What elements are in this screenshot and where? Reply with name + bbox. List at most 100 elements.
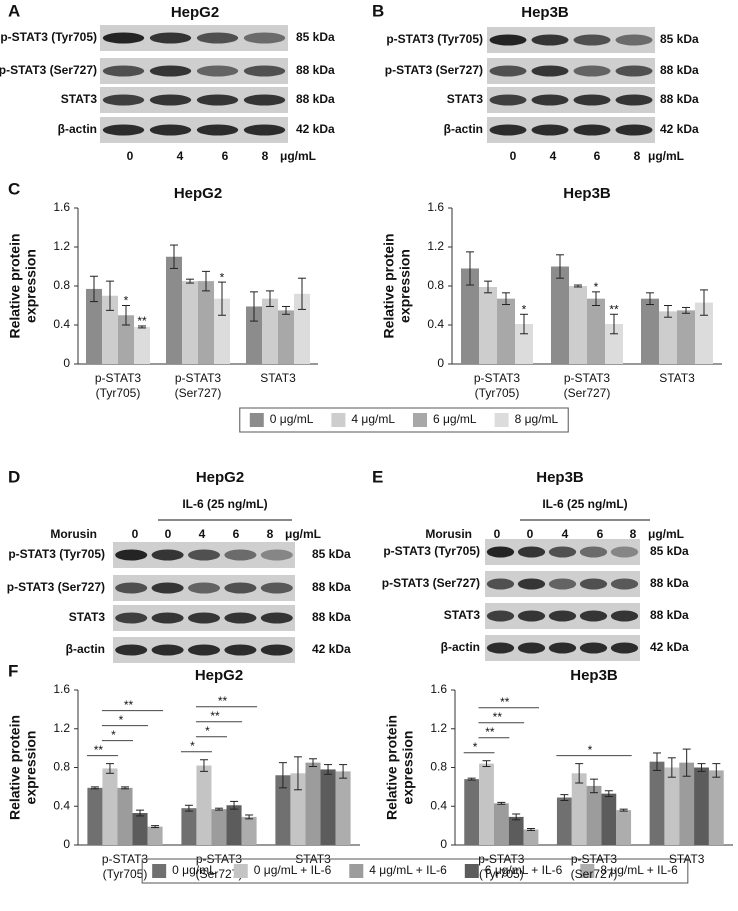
legend-box (141, 858, 689, 884)
bar (132, 813, 148, 845)
blot-band (224, 582, 257, 594)
y-tick-label: 0.4 (53, 798, 70, 812)
bar (117, 787, 133, 845)
error-bar (90, 275, 98, 303)
legend-label: 8 μg/mL (515, 412, 559, 426)
blot-band (243, 124, 286, 136)
bar (181, 808, 197, 845)
blot-row-label: STAT3 (447, 92, 484, 106)
chart-title: HepG2 (195, 667, 243, 684)
blot-band (615, 94, 653, 106)
bar (508, 816, 524, 845)
error-bar (520, 313, 528, 335)
x-tick-label: (Ser727) (175, 386, 222, 400)
lane-label: 4 (550, 149, 557, 163)
y-axis-label: expression (400, 731, 416, 805)
blot-band (102, 124, 145, 136)
bar (198, 281, 214, 364)
bar (182, 281, 198, 364)
y-axis-label: Relative protein (384, 715, 400, 820)
blot-band (489, 94, 527, 106)
bar (497, 298, 515, 364)
bar (523, 829, 539, 845)
blot-band (196, 65, 239, 77)
bar (493, 803, 509, 845)
blot-band (486, 578, 515, 590)
x-tick-label: STAT3 (659, 371, 695, 385)
blot-band (548, 642, 577, 654)
bar (694, 767, 709, 845)
y-tick-label: 0.4 (427, 317, 444, 331)
blot-title: Hep3B (536, 469, 584, 486)
x-tick-label: p-STAT3 (474, 371, 521, 385)
error-bar (556, 254, 564, 279)
blot-band (486, 546, 515, 558)
blot-band (115, 612, 148, 624)
y-axis-label: Relative protein (381, 233, 397, 338)
error-bar (202, 270, 210, 292)
blot-row-label: STAT3 (69, 610, 106, 624)
bar (294, 293, 310, 364)
error-bar (590, 778, 598, 794)
y-tick-label: 0 (63, 356, 70, 370)
comparison-label: ** (210, 709, 220, 723)
error-bar (682, 748, 691, 777)
bar (659, 311, 677, 364)
chart-title: Hep3B (570, 667, 618, 684)
bar (102, 768, 118, 845)
error-bar (266, 290, 274, 307)
blot-band (517, 610, 546, 622)
error-bar (575, 763, 584, 784)
blot-band (224, 549, 257, 561)
error-bar (482, 760, 491, 768)
panel-label: D (8, 467, 20, 486)
error-bar (186, 278, 194, 284)
blot-band (573, 94, 611, 106)
lane-label: 8 (634, 149, 641, 163)
y-axis-label: Relative protein (7, 233, 23, 338)
blot-band (489, 65, 527, 77)
x-tick-label: p-STAT3 (564, 371, 611, 385)
bar (147, 826, 163, 845)
x-tick-label: (Ser727) (564, 386, 611, 400)
bar (335, 771, 351, 845)
molecular-weight: 85 kDa (296, 30, 335, 44)
molecular-weight: 42 kDa (650, 640, 689, 654)
bar (196, 765, 212, 845)
molecular-weight: 88 kDa (660, 63, 699, 77)
error-bar (309, 758, 317, 768)
error-bar (574, 284, 582, 288)
error-bar (497, 801, 506, 805)
bar (211, 809, 227, 845)
bar (569, 286, 587, 364)
legend-label: 0 μg/mL + IL-6 (254, 863, 332, 877)
error-bar (467, 777, 476, 781)
bar (166, 256, 182, 364)
blot-row-label: STAT3 (444, 608, 481, 622)
error-bar (199, 759, 208, 772)
x-tick-label: p-STAT3 (95, 371, 142, 385)
blot-band (548, 546, 577, 558)
panel-label: E (372, 467, 383, 486)
blot-band (260, 582, 293, 594)
blot-band (151, 582, 184, 594)
legend: 0 μg/mL 0 μg/mL + IL-6 4 μg/mL + IL-6 6 μg/… (141, 858, 689, 884)
blot-band (615, 124, 653, 136)
blot-band (149, 124, 192, 136)
blot-band (187, 582, 221, 594)
error-bar (682, 306, 690, 314)
lane-label: 0 (510, 149, 517, 163)
blot-band (115, 582, 148, 594)
y-tick-label: 1.6 (430, 682, 447, 696)
error-bar (136, 809, 145, 817)
bar (695, 302, 713, 364)
bar (262, 298, 278, 364)
x-tick-label: (Tyr705) (479, 867, 524, 881)
blot-row-label: p-STAT3 (Ser727) (0, 63, 97, 77)
blot-row-label: p-STAT3 (Tyr705) (386, 32, 483, 46)
lane-label: 6 (222, 149, 229, 163)
molecular-weight: 88 kDa (660, 92, 699, 106)
lane-unit: μg/mL (285, 527, 321, 541)
error-bar (526, 828, 535, 831)
y-tick-label: 1.6 (53, 682, 70, 696)
